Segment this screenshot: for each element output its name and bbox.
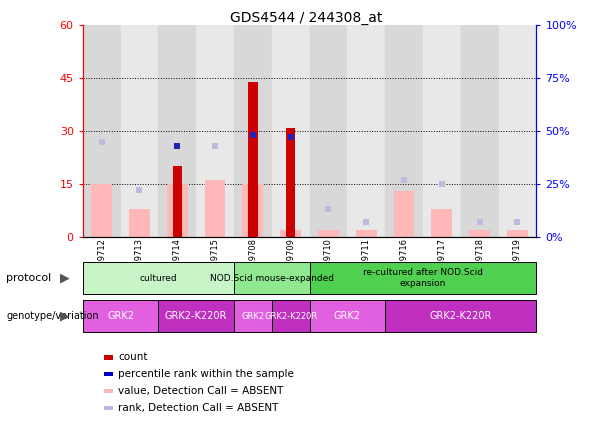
Text: cultured: cultured bbox=[140, 274, 177, 283]
Text: GDS4544 / 244308_at: GDS4544 / 244308_at bbox=[230, 11, 383, 25]
Bar bbox=[167, 184, 188, 237]
Text: count: count bbox=[118, 352, 148, 363]
Bar bbox=[234, 25, 272, 237]
Bar bbox=[83, 25, 121, 237]
Text: NOD.Scid mouse-expanded: NOD.Scid mouse-expanded bbox=[210, 274, 333, 283]
Text: GRK2-K220R: GRK2-K220R bbox=[264, 312, 318, 321]
Bar bbox=[129, 209, 150, 237]
Bar bbox=[461, 25, 498, 237]
Bar bbox=[348, 25, 385, 237]
Bar bbox=[280, 230, 301, 237]
Text: GRK2: GRK2 bbox=[242, 312, 264, 321]
Bar bbox=[83, 300, 158, 332]
Bar bbox=[205, 181, 226, 237]
Bar bbox=[121, 25, 158, 237]
Bar bbox=[234, 300, 272, 332]
Bar bbox=[356, 230, 376, 237]
Text: re-cultured after NOD.Scid
expansion: re-cultured after NOD.Scid expansion bbox=[363, 269, 483, 288]
Text: GRK2: GRK2 bbox=[107, 311, 134, 321]
Bar bbox=[272, 25, 310, 237]
Bar bbox=[498, 25, 536, 237]
Bar bbox=[196, 25, 234, 237]
Bar bbox=[432, 209, 452, 237]
Bar bbox=[310, 25, 348, 237]
Bar bbox=[286, 128, 295, 237]
Bar bbox=[318, 230, 339, 237]
Bar bbox=[172, 166, 182, 237]
Bar bbox=[385, 25, 423, 237]
Text: percentile rank within the sample: percentile rank within the sample bbox=[118, 369, 294, 379]
Bar bbox=[158, 25, 196, 237]
Bar bbox=[470, 230, 490, 237]
Text: GRK2: GRK2 bbox=[334, 311, 361, 321]
Bar bbox=[394, 191, 414, 237]
Bar bbox=[234, 262, 310, 294]
Text: value, Detection Call = ABSENT: value, Detection Call = ABSENT bbox=[118, 386, 284, 396]
Bar bbox=[243, 184, 263, 237]
Bar bbox=[272, 300, 310, 332]
Bar bbox=[83, 262, 234, 294]
Text: genotype/variation: genotype/variation bbox=[6, 311, 99, 321]
Bar bbox=[91, 184, 112, 237]
Text: GRK2-K220R: GRK2-K220R bbox=[430, 311, 492, 321]
Bar bbox=[248, 82, 257, 237]
Bar bbox=[385, 300, 536, 332]
Bar bbox=[158, 300, 234, 332]
Text: GRK2-K220R: GRK2-K220R bbox=[165, 311, 227, 321]
Text: rank, Detection Call = ABSENT: rank, Detection Call = ABSENT bbox=[118, 403, 279, 413]
Bar bbox=[507, 230, 528, 237]
Bar bbox=[310, 262, 536, 294]
Text: ▶: ▶ bbox=[59, 272, 69, 285]
Text: ▶: ▶ bbox=[59, 310, 69, 323]
Bar bbox=[310, 300, 385, 332]
Bar bbox=[423, 25, 461, 237]
Text: protocol: protocol bbox=[6, 273, 51, 283]
